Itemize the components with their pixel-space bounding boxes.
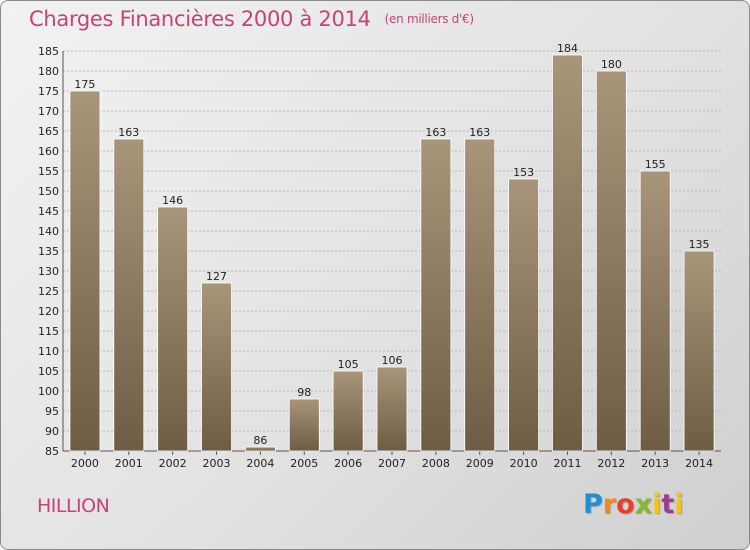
y-tick-label: 115 <box>38 325 59 338</box>
y-tick-label: 130 <box>38 265 59 278</box>
y-tick-label: 140 <box>38 225 59 238</box>
y-tick-label: 150 <box>38 185 59 198</box>
data-label-2010: 153 <box>513 166 534 179</box>
data-label-2012: 180 <box>601 58 622 71</box>
data-label-2007: 106 <box>382 354 403 367</box>
y-tick-label: 160 <box>38 145 59 158</box>
y-tick-label: 185 <box>38 45 59 58</box>
x-tick-label-2010: 2010 <box>510 457 538 470</box>
data-label-2001: 163 <box>118 126 139 139</box>
x-tick-label-2008: 2008 <box>422 457 450 470</box>
y-tick-label: 85 <box>45 445 59 458</box>
axes: 85 90 95 100 105 110 115 120 125 130 135 140 145 150 1… <box>38 45 721 470</box>
y-tick-label: 105 <box>38 365 59 378</box>
x-tick-label-2000: 2000 <box>71 457 99 470</box>
data-label-2005: 98 <box>297 386 311 399</box>
data-label-2014: 135 <box>689 238 710 251</box>
chart-title: Charges Financières 2000 à 2014 (en milli… <box>29 7 474 31</box>
bar-2005 <box>288 398 320 452</box>
chart-subtitle: (en milliers d'€) <box>384 12 474 26</box>
x-tick-label-2012: 2012 <box>597 457 625 470</box>
x-tick-label-2013: 2013 <box>641 457 669 470</box>
labels: 175 163 146 127 86 98 105 106 163 163 153 184 180 155… <box>74 42 709 447</box>
x-tick-label-2003: 2003 <box>203 457 231 470</box>
data-label-2006: 105 <box>338 358 359 371</box>
y-tick-label: 145 <box>38 205 59 218</box>
x-tick-label-2002: 2002 <box>159 457 187 470</box>
data-label-2003: 127 <box>206 270 227 283</box>
x-tick-label-2006: 2006 <box>334 457 362 470</box>
y-tick-label: 120 <box>38 305 59 318</box>
y-tick-label: 100 <box>38 385 59 398</box>
y-tick-label: 95 <box>45 405 59 418</box>
x-tick-label-2007: 2007 <box>378 457 406 470</box>
y-tick-label: 90 <box>45 425 59 438</box>
chart-title-text: Charges Financières 2000 à 2014 <box>29 7 371 31</box>
y-tick-label: 110 <box>38 345 59 358</box>
bar-2000 <box>69 90 101 452</box>
bar-2010 <box>508 178 540 452</box>
data-label-2011: 184 <box>557 42 578 55</box>
bar-2006 <box>332 370 364 452</box>
data-label-2009: 163 <box>469 126 490 139</box>
bar-2013 <box>639 170 671 452</box>
y-tick-label: 135 <box>38 245 59 258</box>
data-label-2013: 155 <box>645 158 666 171</box>
y-tick-label: 180 <box>38 65 59 78</box>
y-tick-label: 125 <box>38 285 59 298</box>
y-tick-label: 175 <box>38 85 59 98</box>
x-tick-label-2005: 2005 <box>290 457 318 470</box>
data-label-2000: 175 <box>74 78 95 91</box>
x-tick-label-2011: 2011 <box>553 457 581 470</box>
y-tick-label: 165 <box>38 125 59 138</box>
bar-2001 <box>113 138 145 452</box>
y-tick-label: 170 <box>38 105 59 118</box>
y-tick-label: 155 <box>38 165 59 178</box>
data-label-2004: 86 <box>253 434 267 447</box>
bar-2003 <box>201 282 232 452</box>
x-tick-label-2004: 2004 <box>246 457 274 470</box>
x-tick-label-2009: 2009 <box>466 457 494 470</box>
bar-2007 <box>376 366 408 452</box>
proxiti-logo: Proxiti <box>583 489 684 520</box>
x-tick-label-2001: 2001 <box>115 457 143 470</box>
bar-2009 <box>464 138 496 452</box>
bar-2004 <box>244 446 276 452</box>
commune-name: HILLION <box>37 495 110 517</box>
bars <box>69 54 715 452</box>
bar-2008 <box>420 138 452 452</box>
bar-2012 <box>595 70 627 452</box>
x-tick-label-2014: 2014 <box>685 457 713 470</box>
bar-2011 <box>552 54 583 452</box>
data-label-2008: 163 <box>425 126 446 139</box>
data-label-2002: 146 <box>162 194 183 207</box>
bar-2014 <box>683 250 715 452</box>
bar-2002 <box>157 206 189 452</box>
